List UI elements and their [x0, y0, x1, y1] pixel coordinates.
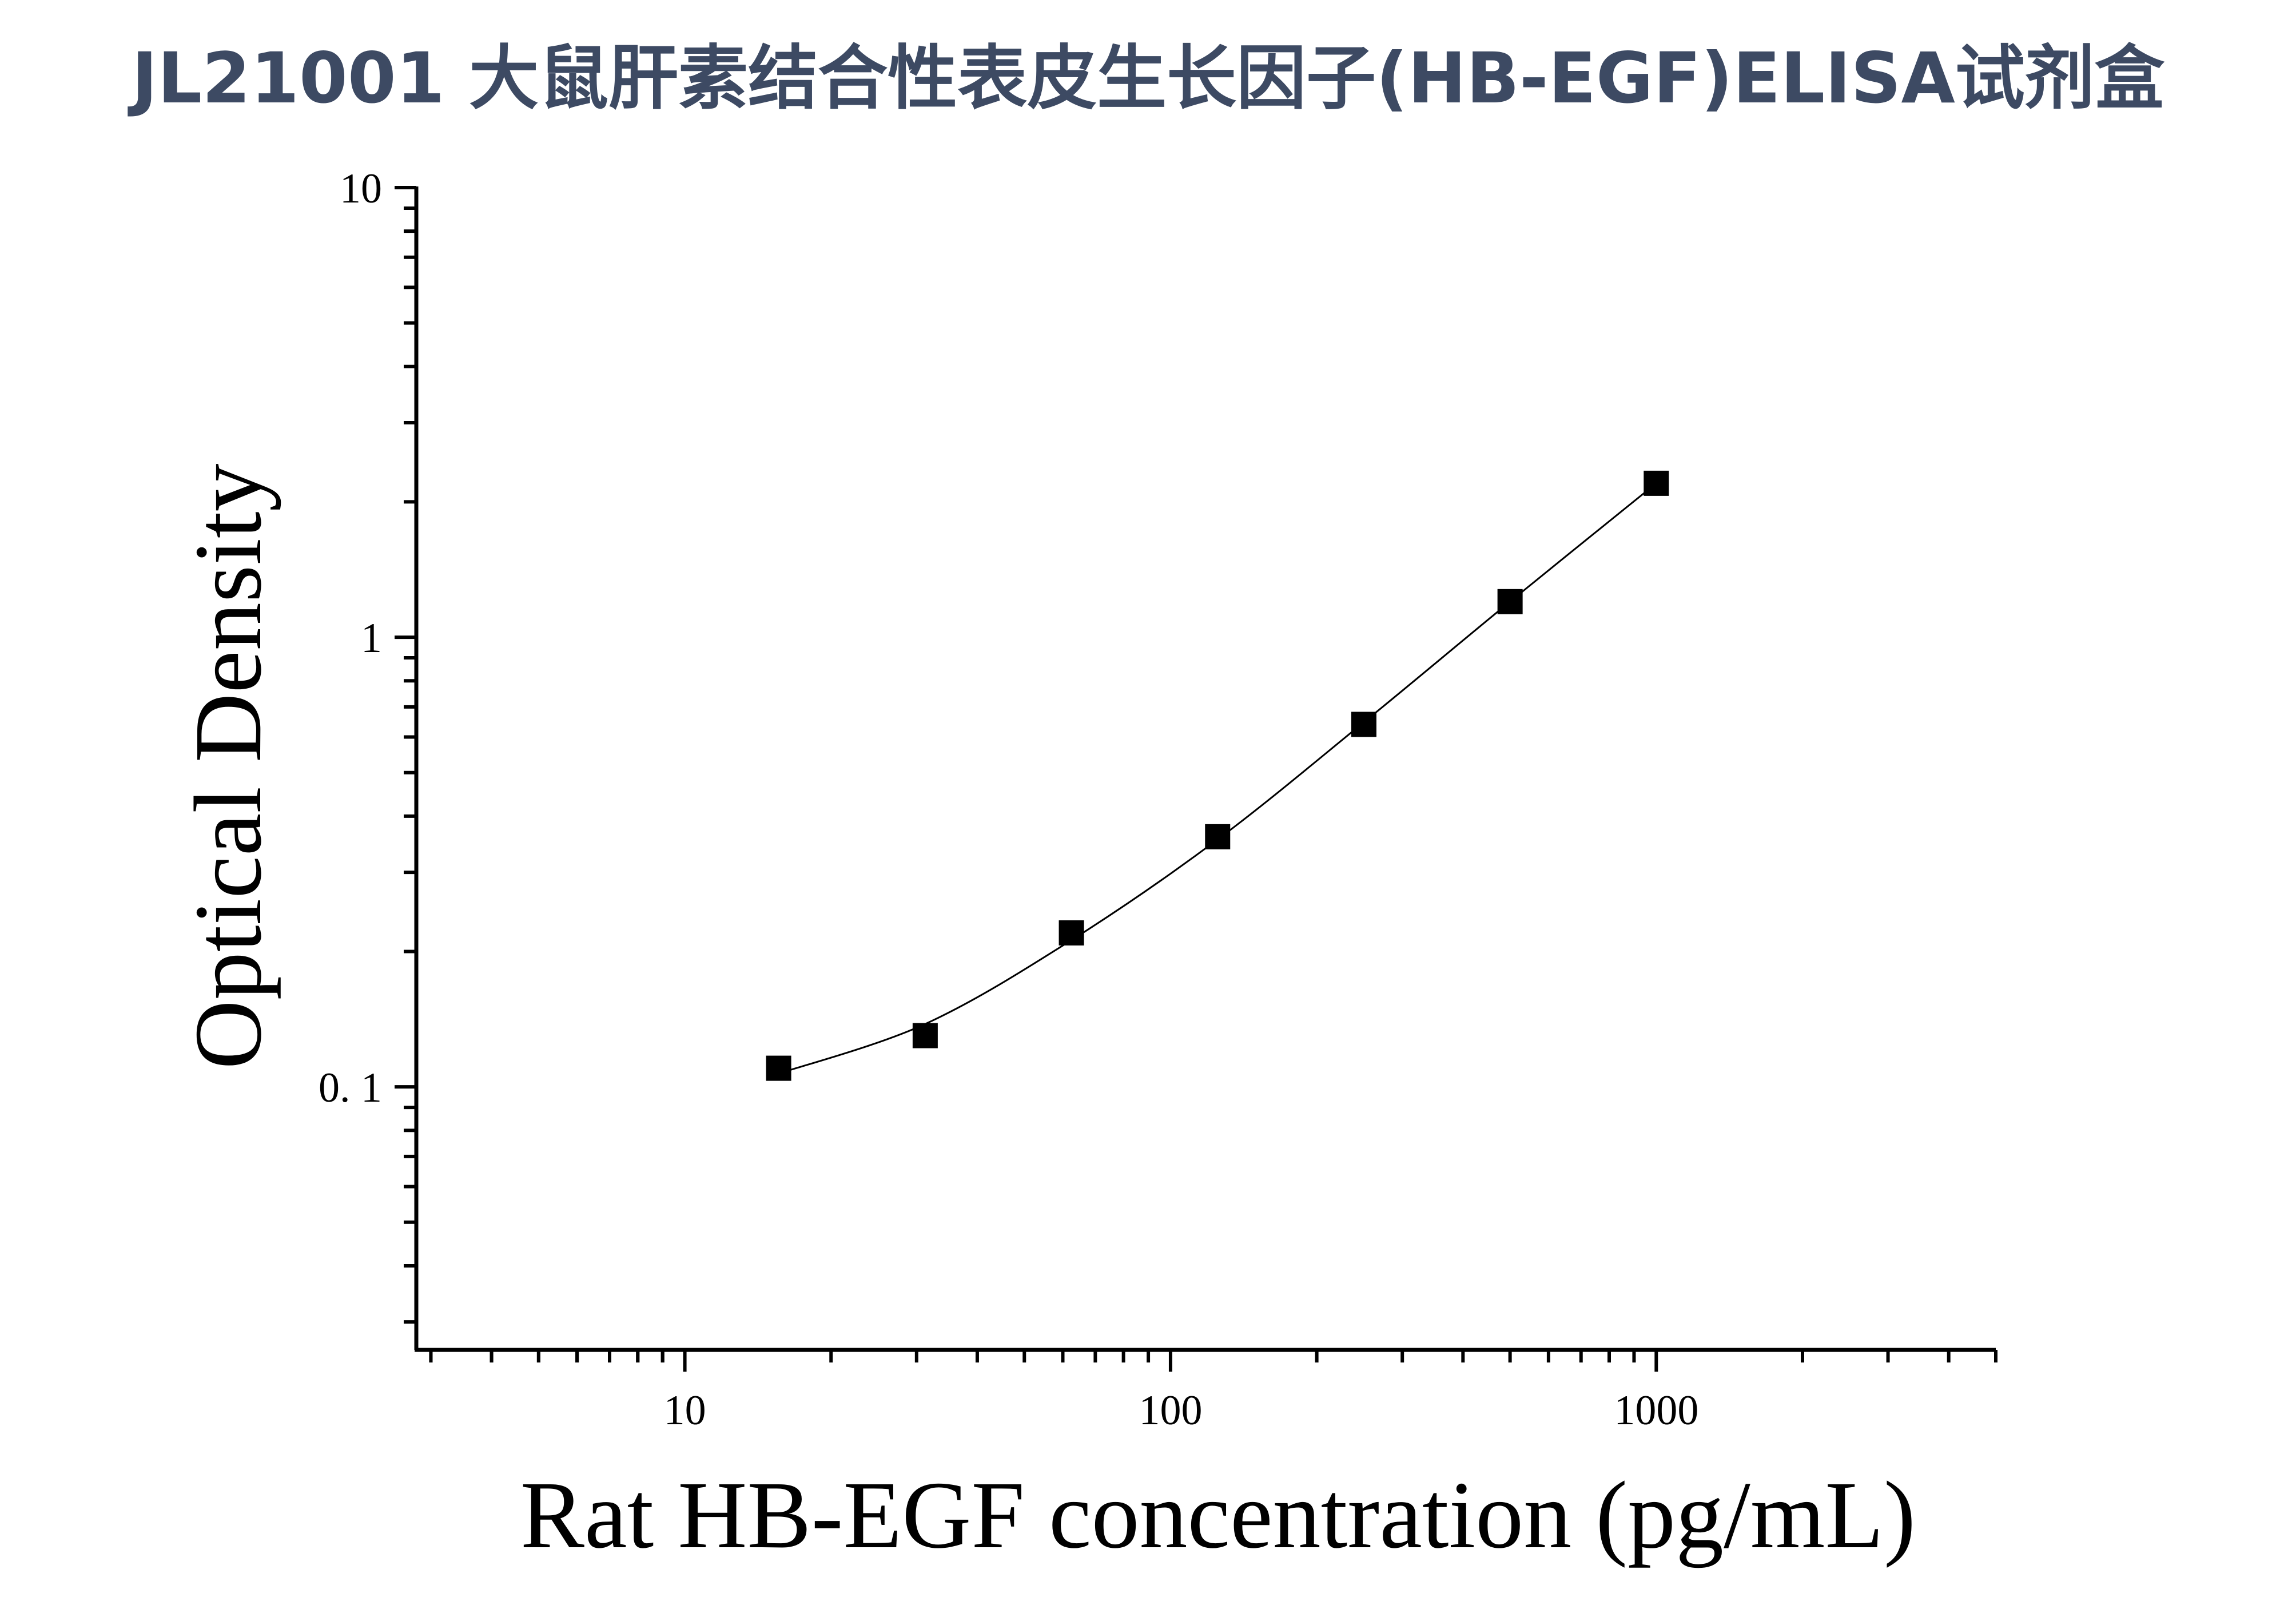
data-point [912, 1023, 938, 1048]
x-axis-title: Rat HB-EGF concentration (pg/mL) [520, 1462, 1916, 1568]
y-tick-label: 0. 1 [319, 1064, 382, 1111]
fit-curve [778, 482, 1657, 1075]
chart-title: JL21001 大鼠肝素结合性表皮生长因子(HB-EGF)ELISA试剂盒 [132, 38, 2164, 119]
y-tick-label: 10 [340, 165, 382, 212]
x-tick-label: 100 [1139, 1387, 1202, 1434]
y-tick-label: 1 [361, 615, 382, 662]
fit-curve-group [778, 482, 1657, 1075]
axes-group [414, 186, 1996, 1352]
data-point [1351, 712, 1376, 737]
data-points-group [766, 470, 1669, 1081]
tick-labels-group: 10 100 1000 0. 1 1 10 [319, 165, 1698, 1434]
x-tick-label: 1000 [1614, 1387, 1698, 1434]
x-tick-label: 10 [664, 1387, 706, 1434]
data-point [1497, 589, 1523, 614]
data-point [1644, 470, 1669, 496]
data-point [1059, 920, 1084, 945]
data-point [766, 1055, 791, 1081]
y-axis-title: Optical Density [175, 463, 281, 1069]
ticks-group [395, 186, 1997, 1372]
data-point [1205, 824, 1231, 849]
